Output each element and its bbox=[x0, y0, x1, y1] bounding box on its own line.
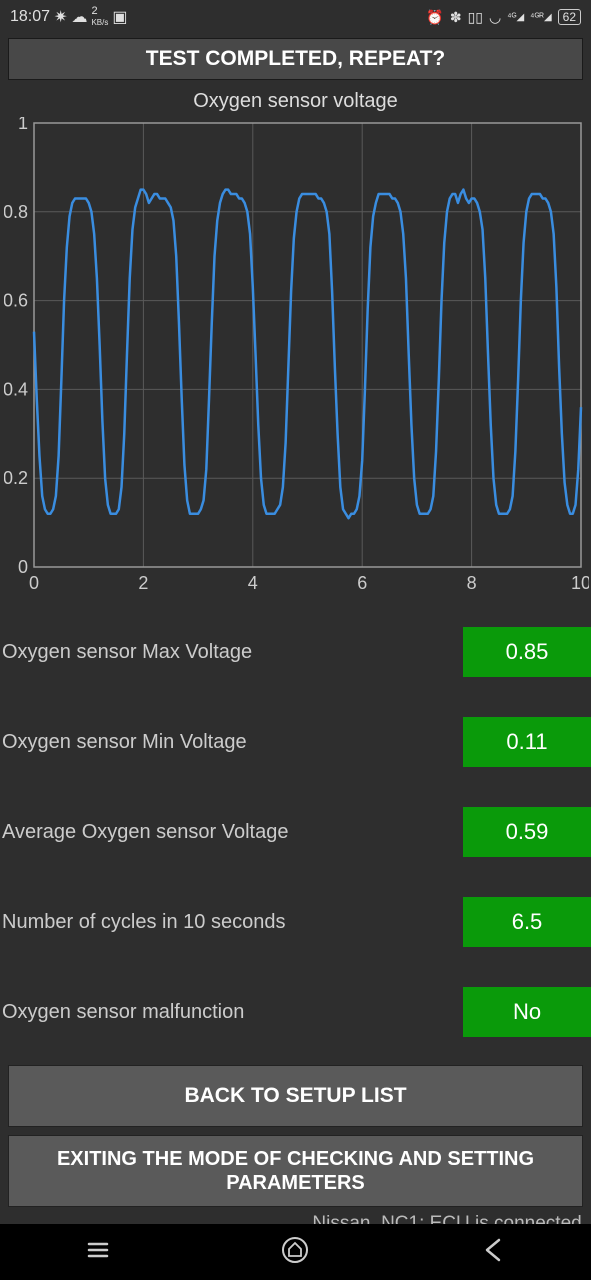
reading-label: Oxygen sensor malfunction bbox=[0, 1001, 244, 1024]
reading-value: 0.59 bbox=[463, 807, 591, 857]
back-button-label: BACK TO SETUP LIST bbox=[184, 1084, 406, 1108]
repeat-test-button[interactable]: TEST COMPLETED, REPEAT? bbox=[8, 38, 583, 80]
svg-text:0.6: 0.6 bbox=[4, 291, 28, 311]
star-icon: ✷ bbox=[54, 7, 67, 27]
bluetooth-icon: ✽ bbox=[450, 9, 462, 26]
repeat-test-label: TEST COMPLETED, REPEAT? bbox=[146, 47, 445, 71]
clock: 18:07 bbox=[10, 8, 50, 26]
reading-label: Average Oxygen sensor Voltage bbox=[0, 821, 288, 844]
status-right: ⏰ ✽ ▯▯ ◡ ⁴ᴳ◢ ⁴ᴳᴿ◢ 62 bbox=[426, 9, 581, 26]
reading-row: Oxygen sensor Max Voltage 0.85 bbox=[0, 607, 591, 697]
signal-4g-icon: ⁴ᴳ◢ bbox=[507, 12, 524, 23]
svg-text:0.2: 0.2 bbox=[4, 468, 28, 488]
svg-text:2: 2 bbox=[138, 573, 148, 593]
exit-button-label-1: EXITING THE MODE OF CHECKING AND SETTING bbox=[57, 1147, 534, 1171]
readings-list: Oxygen sensor Max Voltage0.85Oxygen sens… bbox=[0, 607, 591, 1057]
reading-row: Number of cycles in 10 seconds 6.5 bbox=[0, 877, 591, 967]
reading-label: Oxygen sensor Min Voltage bbox=[0, 731, 247, 754]
svg-text:1: 1 bbox=[18, 117, 28, 133]
home-button[interactable] bbox=[280, 1235, 310, 1270]
chart-area: Oxygen sensor voltage 00.20.40.60.810246… bbox=[0, 80, 591, 597]
svg-text:8: 8 bbox=[467, 573, 477, 593]
svg-text:4: 4 bbox=[248, 573, 258, 593]
oxygen-voltage-chart: 00.20.40.60.810246810 bbox=[4, 117, 589, 597]
reading-row: Average Oxygen sensor Voltage 0.59 bbox=[0, 787, 591, 877]
reading-value: 0.11 bbox=[463, 717, 591, 767]
status-left: 18:07 ✷ ☁ 2KB/s ▣ bbox=[10, 6, 127, 28]
battery-indicator: 62 bbox=[558, 9, 581, 25]
reading-value: No bbox=[463, 987, 591, 1037]
svg-text:0: 0 bbox=[29, 573, 39, 593]
vibrate-icon: ▯▯ bbox=[468, 9, 483, 26]
svg-text:10: 10 bbox=[571, 573, 589, 593]
reading-row: Oxygen sensor malfunction No bbox=[0, 967, 591, 1057]
exit-button-label-2: PARAMETERS bbox=[226, 1171, 365, 1195]
cloud-icon: ☁ bbox=[71, 7, 87, 27]
reading-value: 6.5 bbox=[463, 897, 591, 947]
back-to-setup-button[interactable]: BACK TO SETUP LIST bbox=[8, 1065, 583, 1127]
svg-text:0.4: 0.4 bbox=[4, 379, 28, 399]
network-speed: 2KB/s bbox=[91, 6, 108, 28]
recent-apps-button[interactable] bbox=[84, 1236, 112, 1269]
status-bar: 18:07 ✷ ☁ 2KB/s ▣ ⏰ ✽ ▯▯ ◡ ⁴ᴳ◢ ⁴ᴳᴿ◢ 62 bbox=[0, 0, 591, 34]
alarm-icon: ⏰ bbox=[426, 9, 443, 26]
reading-value: 0.85 bbox=[463, 627, 591, 677]
exit-mode-button[interactable]: EXITING THE MODE OF CHECKING AND SETTING… bbox=[8, 1135, 583, 1207]
signal-4gr-icon: ⁴ᴳᴿ◢ bbox=[530, 12, 551, 23]
image-icon: ▣ bbox=[112, 7, 127, 27]
wifi-icon: ◡ bbox=[489, 9, 501, 26]
reading-row: Oxygen sensor Min Voltage 0.11 bbox=[0, 697, 591, 787]
chart-title: Oxygen sensor voltage bbox=[4, 90, 587, 113]
svg-text:6: 6 bbox=[357, 573, 367, 593]
back-button[interactable] bbox=[479, 1236, 507, 1269]
nav-bar bbox=[0, 1224, 591, 1280]
svg-text:0: 0 bbox=[18, 557, 28, 577]
reading-label: Oxygen sensor Max Voltage bbox=[0, 641, 252, 664]
reading-label: Number of cycles in 10 seconds bbox=[0, 911, 285, 934]
svg-text:0.8: 0.8 bbox=[4, 202, 28, 222]
